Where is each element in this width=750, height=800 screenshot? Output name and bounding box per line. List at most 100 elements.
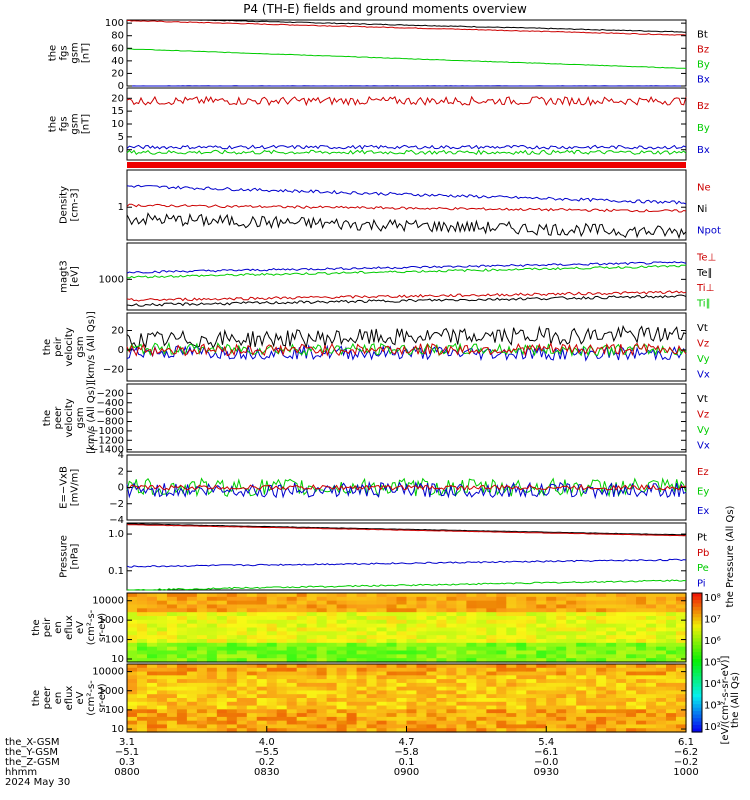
heatmap-cell xyxy=(556,664,567,669)
colorbar-swatch xyxy=(692,652,702,657)
heatmap-cell xyxy=(586,619,597,625)
legend-entry-Bx: Bx xyxy=(697,145,710,156)
heatmap-cell xyxy=(156,635,168,640)
heatmap-cell xyxy=(496,682,507,688)
heatmap-cell xyxy=(316,593,328,598)
heatmap-cell xyxy=(466,709,477,714)
heatmap-cell xyxy=(186,635,198,640)
heatmap-cell xyxy=(616,654,627,659)
heatmap-cell xyxy=(666,612,677,617)
heatmap-cell xyxy=(596,612,607,617)
colorbar-swatch xyxy=(692,728,702,733)
heatmap-cell xyxy=(346,675,358,680)
heatmap-cell xyxy=(476,701,487,707)
heatmap-cell xyxy=(486,593,497,598)
heatmap-cell xyxy=(256,705,268,710)
y-axis-label: the xyxy=(31,619,42,635)
heatmap-cell xyxy=(276,667,288,673)
heatmap-cell xyxy=(356,639,368,644)
colorbar-swatch xyxy=(692,627,702,632)
heatmap-cell xyxy=(416,690,428,695)
heatmap-cell xyxy=(426,642,438,648)
heatmap-cell xyxy=(506,701,517,707)
heatmap-cell xyxy=(356,616,368,621)
heatmap-cell xyxy=(246,690,258,695)
heatmap-cell xyxy=(236,720,248,726)
heatmap-cell xyxy=(606,698,617,703)
heatmap-cell xyxy=(236,650,248,655)
heatmap-cell xyxy=(536,682,547,688)
heatmap-cell xyxy=(436,600,448,606)
heatmap-cell xyxy=(596,635,607,640)
heatmap-cell xyxy=(266,713,278,718)
heatmap-cell xyxy=(486,639,497,644)
heatmap-cell xyxy=(386,728,398,733)
heatmap-cell xyxy=(146,709,158,714)
heatmap-cell xyxy=(346,694,358,699)
heatmap-cell xyxy=(276,600,288,606)
heatmap-cell xyxy=(266,675,278,680)
heatmap-cell xyxy=(556,679,567,684)
heatmap-cell xyxy=(596,671,607,676)
heatmap-cell xyxy=(656,639,667,644)
heatmap-cell xyxy=(636,616,647,621)
heatmap-cell xyxy=(636,720,647,726)
heatmap-cell xyxy=(546,646,557,652)
y-axis-label: fgs xyxy=(59,116,70,131)
heatmap-cell xyxy=(276,658,288,663)
heatmap-cell xyxy=(596,608,607,613)
heatmap-cell xyxy=(156,720,168,726)
heatmap-cell xyxy=(516,664,527,669)
colorbar-label: 10⁶ xyxy=(704,636,721,647)
heatmap-cell xyxy=(566,650,577,655)
heatmap-cell xyxy=(306,698,318,703)
heatmap-cell xyxy=(456,694,467,699)
heatmap-cell xyxy=(416,724,428,729)
heatmap-cell xyxy=(216,720,228,726)
heatmap-cell xyxy=(366,698,378,703)
heatmap-cell xyxy=(496,671,507,676)
heatmap-cell xyxy=(466,694,477,699)
heatmap-cell xyxy=(296,709,308,714)
heatmap-cell xyxy=(666,694,677,699)
heatmap-cell xyxy=(656,658,667,663)
heatmap-cell xyxy=(346,716,358,722)
heatmap-cell xyxy=(376,639,388,644)
heatmap-cell xyxy=(666,642,677,648)
heatmap-cell xyxy=(186,600,198,606)
heatmap-cell xyxy=(566,635,577,640)
legend-entry-Ni: Ni xyxy=(697,204,707,215)
heatmap-cell xyxy=(346,608,358,613)
heatmap-cell xyxy=(406,701,418,707)
heatmap-cell xyxy=(446,671,458,676)
heatmap-cell xyxy=(196,600,208,606)
heatmap-cell xyxy=(406,631,418,636)
heatmap-cell xyxy=(476,724,487,729)
heatmap-cell xyxy=(576,679,587,684)
heatmap-cell xyxy=(296,658,308,663)
heatmap-cell xyxy=(426,627,438,632)
heatmap-cell xyxy=(606,705,617,710)
heatmap-cell xyxy=(616,698,627,703)
heatmap-cell xyxy=(286,631,298,636)
heatmap-cell xyxy=(436,690,448,695)
heatmap-cell xyxy=(626,642,637,648)
heatmap-cell xyxy=(586,664,597,669)
heatmap-cell xyxy=(666,701,677,707)
y-axis-label: (cm²-s- xyxy=(86,680,97,716)
heatmap-cell xyxy=(396,616,408,621)
heatmap-cell xyxy=(306,650,318,655)
heatmap-cell xyxy=(376,654,388,659)
heatmap-cell xyxy=(386,616,398,621)
heatmap-cell xyxy=(676,694,687,699)
heatmap-cell xyxy=(666,635,677,640)
heatmap-cell xyxy=(426,705,438,710)
heatmap-cell xyxy=(626,686,637,692)
heatmap-cell xyxy=(226,667,238,673)
xaxis-row-name: the_Y-GSM xyxy=(5,747,58,758)
heatmap-cell xyxy=(536,608,547,613)
heatmap-cell xyxy=(636,698,647,703)
heatmap-cell xyxy=(516,642,527,648)
heatmap-cell xyxy=(476,593,487,598)
